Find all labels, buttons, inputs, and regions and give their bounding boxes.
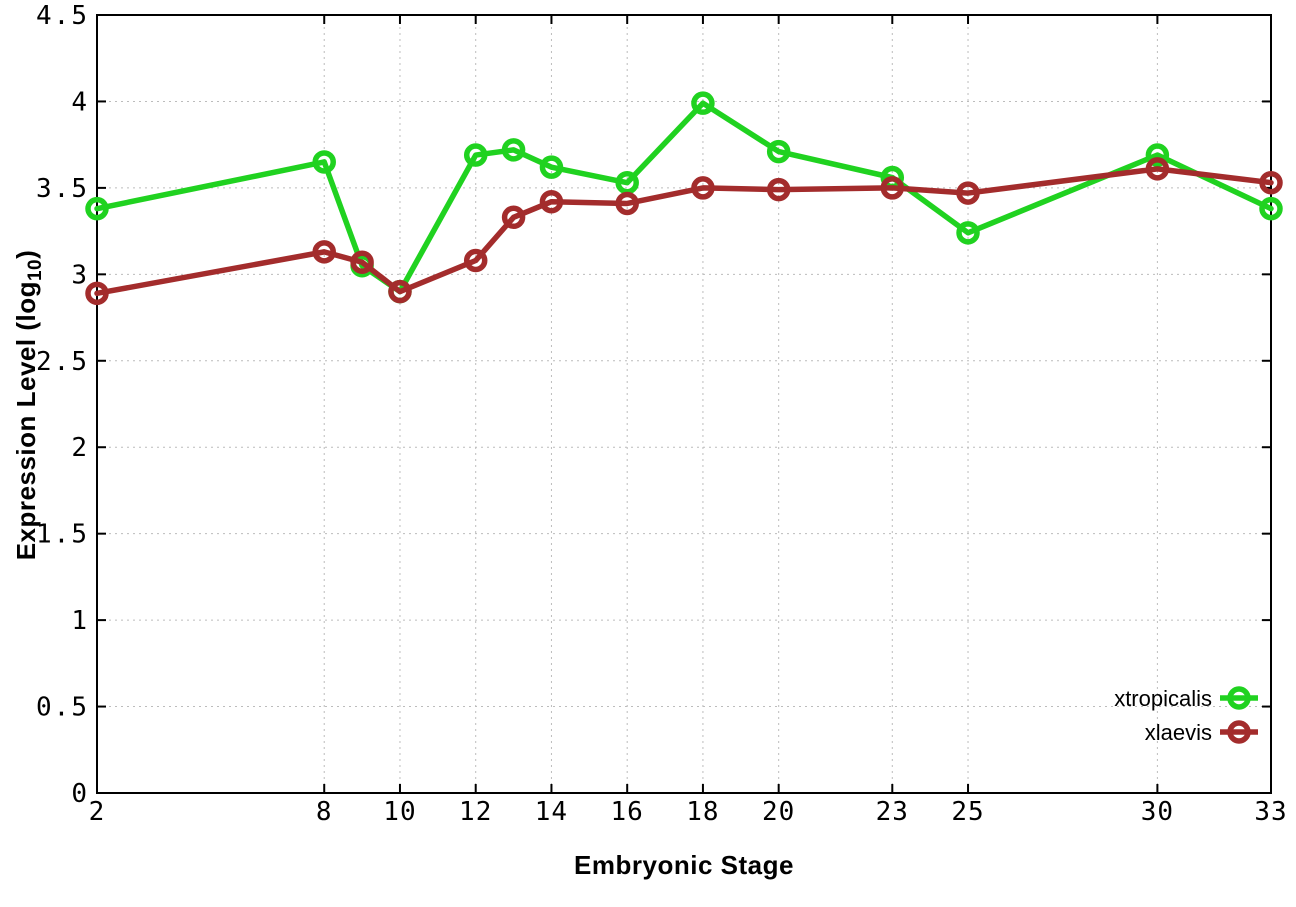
data-point-xtropicalis (1145, 143, 1170, 167)
y-tick-label: 2 (71, 433, 89, 463)
plot-border (96, 14, 1272, 794)
data-point-xtropicalis (956, 221, 980, 245)
data-point-xlaevis (350, 250, 374, 274)
x-tick-label: 10 (383, 797, 416, 827)
legend-marker-xtropicalis (1227, 686, 1251, 710)
data-point-xtropicalis (312, 150, 336, 174)
y-tick-label: 4.5 (36, 1, 89, 31)
data-point-xtropicalis (85, 196, 109, 221)
data-point-xtropicalis (463, 143, 488, 167)
data-point-xlaevis (1145, 157, 1170, 181)
legend-marker-xlaevis (1227, 720, 1251, 744)
x-tick-label: 14 (535, 797, 568, 827)
x-tick-label: 8 (316, 797, 333, 827)
data-point-xlaevis (463, 248, 488, 273)
data-point-xlaevis (691, 176, 715, 200)
x-tick-label: 23 (876, 797, 909, 827)
y-tick-label: 0.5 (36, 693, 89, 723)
y-tick-label: 2.5 (36, 347, 89, 377)
y-tick-label: 3.5 (36, 174, 89, 204)
y-tick-label: 0 (71, 779, 89, 809)
x-tick-label: 30 (1141, 797, 1174, 827)
y-tick-label: 1.5 (36, 520, 89, 550)
data-point-xtropicalis (501, 138, 526, 162)
x-tick-label: 25 (951, 797, 984, 827)
x-tick-label: 16 (611, 797, 644, 827)
x-axis-title: Embryonic Stage (574, 850, 794, 880)
data-point-xlaevis (388, 279, 412, 304)
y-axis-title: Expression Level (log10) (11, 155, 47, 655)
x-tick-label: 12 (459, 797, 492, 827)
y-axis-title-subscript: 10 (25, 258, 47, 282)
data-point-xtropicalis (766, 139, 791, 164)
data-point-xlaevis (1259, 170, 1283, 195)
data-point-xlaevis (880, 176, 905, 200)
legend-label-xlaevis: xlaevis (1145, 720, 1212, 745)
y-tick-label: 1 (71, 606, 89, 636)
x-tick-label: 20 (762, 797, 795, 827)
x-tick-label: 18 (686, 797, 719, 827)
data-point-xlaevis (956, 181, 980, 205)
y-axis-title-text: Expression Level (log (11, 281, 41, 561)
data-point-xtropicalis (691, 91, 715, 115)
legend-label-xtropicalis: xtropicalis (1114, 686, 1212, 711)
data-point-xlaevis (85, 281, 109, 306)
data-point-xlaevis (312, 240, 336, 264)
data-point-xlaevis (539, 189, 564, 214)
y-axis-title-close: ) (11, 249, 41, 259)
data-point-xtropicalis (1259, 196, 1283, 221)
data-point-xlaevis (501, 205, 526, 230)
x-tick-label: 2 (89, 797, 106, 827)
y-tick-label: 4 (71, 87, 89, 117)
x-tick-label: 33 (1254, 797, 1287, 827)
y-tick-label: 3 (71, 260, 89, 290)
data-point-xlaevis (766, 177, 791, 202)
data-point-xlaevis (615, 191, 639, 216)
data-point-xtropicalis (539, 155, 564, 179)
